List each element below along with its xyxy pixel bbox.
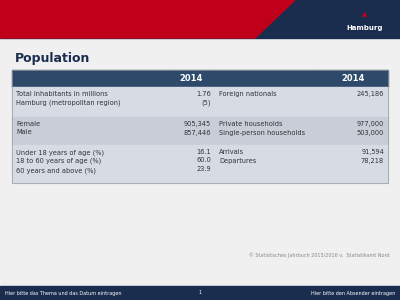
Text: Total inhabitants in millions
Hamburg (metropolitan region): Total inhabitants in millions Hamburg (m…	[16, 91, 121, 106]
Bar	[168, 145, 215, 183]
Bar	[318, 117, 388, 145]
Bar	[168, 117, 215, 145]
Text: Foreign nationals: Foreign nationals	[219, 91, 277, 97]
Bar	[12, 117, 168, 145]
Bar	[0, 0, 400, 38]
Bar	[215, 145, 318, 183]
Text: Hier bitte den Absender eintragen: Hier bitte den Absender eintragen	[311, 290, 395, 296]
Text: 91,594
78,218: 91,594 78,218	[361, 149, 384, 164]
Text: 1.76
(5): 1.76 (5)	[196, 91, 211, 106]
Text: Arrivals
Departures: Arrivals Departures	[219, 149, 256, 164]
Bar	[215, 70, 318, 87]
Bar	[12, 70, 168, 87]
Text: 2014: 2014	[180, 74, 203, 83]
Text: Population: Population	[15, 52, 90, 65]
Text: 1: 1	[198, 290, 202, 296]
Bar	[215, 87, 318, 117]
Text: Hamburg: Hamburg	[347, 25, 383, 31]
Bar	[318, 70, 388, 87]
Polygon shape	[0, 0, 295, 38]
Text: 977,000
503,000: 977,000 503,000	[357, 121, 384, 136]
Bar	[12, 87, 168, 117]
Text: Female
Male: Female Male	[16, 121, 40, 136]
Text: Private households
Single-person households: Private households Single-person househo…	[219, 121, 305, 136]
Bar	[318, 145, 388, 183]
Bar	[168, 70, 215, 87]
Bar	[318, 87, 388, 117]
Text: Under 18 years of age (%)
18 to 60 years of age (%)
60 years and above (%): Under 18 years of age (%) 18 to 60 years…	[16, 149, 104, 173]
Bar	[12, 70, 388, 183]
Bar	[0, 286, 400, 300]
Text: 2014: 2014	[341, 74, 365, 83]
Text: 905,345
857,446: 905,345 857,446	[184, 121, 211, 136]
Text: ▲: ▲	[362, 11, 368, 17]
Text: 245,186: 245,186	[357, 91, 384, 97]
Bar	[12, 145, 168, 183]
Text: © Statistisches Jahrbuch 2015/2016 v.  Statistikamt Nord: © Statistisches Jahrbuch 2015/2016 v. St…	[249, 252, 390, 258]
Text: Hier bitte das Thema und das Datum eintragen: Hier bitte das Thema und das Datum eintr…	[5, 290, 122, 296]
Bar	[168, 87, 215, 117]
Text: 16.1
60.0
23.9: 16.1 60.0 23.9	[196, 149, 211, 172]
Bar	[215, 117, 318, 145]
